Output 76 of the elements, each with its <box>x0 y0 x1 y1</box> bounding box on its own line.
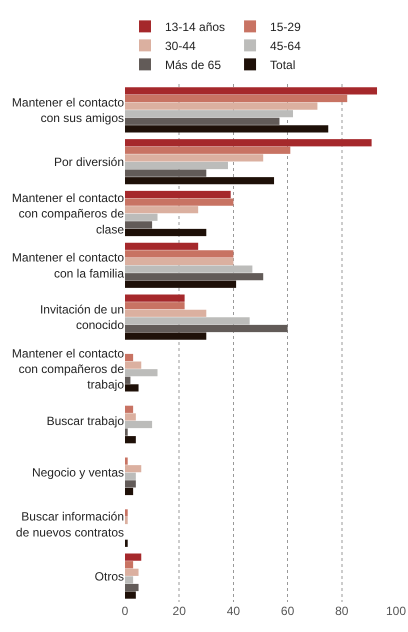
y-tick-label: Mantener el contacto con compañeros de clase <box>12 191 124 236</box>
bar <box>125 361 142 369</box>
bar <box>125 87 378 95</box>
bar <box>125 436 136 444</box>
bar <box>125 94 348 102</box>
bar <box>125 146 290 154</box>
legend-label: Más de 65 <box>165 58 222 72</box>
bar <box>125 302 185 310</box>
bar <box>125 280 236 288</box>
bar <box>125 258 234 266</box>
bar <box>125 369 158 376</box>
legend-label: 13-14 años <box>165 20 226 34</box>
y-tick-label: Invitación de un conocido <box>40 302 124 332</box>
x-tick-label: 0 <box>122 604 129 618</box>
bar <box>125 406 134 413</box>
bar <box>125 102 318 110</box>
bar <box>125 472 136 480</box>
bar <box>125 561 134 568</box>
bar <box>125 540 128 547</box>
y-tick-label: Mantener el contacto con sus amigos <box>12 95 124 125</box>
bar <box>125 509 128 517</box>
y-tick-label: Por diversión <box>54 154 124 169</box>
bar <box>125 139 372 146</box>
bar <box>125 354 134 362</box>
x-tick-label: 20 <box>172 604 186 618</box>
bar <box>125 310 206 317</box>
bar <box>125 118 280 125</box>
bar <box>125 242 198 250</box>
legend-label: 45-64 <box>270 39 302 53</box>
bar <box>125 294 185 302</box>
y-tick-label: Otros <box>94 569 124 584</box>
bar <box>125 162 228 170</box>
bar <box>125 480 136 488</box>
y-tick-label: Buscar información de nuevos contratos <box>16 510 124 540</box>
legend-label: 30-44 <box>165 39 196 53</box>
bar <box>125 428 128 436</box>
x-tick-label: 80 <box>335 604 349 618</box>
bar <box>125 576 134 584</box>
bar <box>125 265 252 273</box>
bar <box>125 384 139 392</box>
bar <box>125 488 134 496</box>
bar <box>125 458 128 465</box>
bar <box>125 273 264 280</box>
bar <box>125 591 136 599</box>
bar <box>125 554 142 561</box>
bar <box>125 177 274 184</box>
x-tick-label: 100 <box>386 604 406 618</box>
bar <box>125 198 234 206</box>
bar <box>125 125 328 132</box>
bar <box>125 332 206 340</box>
legend-label: 15-29 <box>270 20 302 34</box>
legend-label: Total <box>270 58 296 72</box>
y-tick-label: Negocio y ventas <box>32 466 124 480</box>
bar <box>125 169 206 177</box>
y-tick-label: Mantener el contacto con compañeros de trabajo <box>12 346 124 392</box>
bar <box>125 154 264 162</box>
bar <box>125 568 139 576</box>
bar <box>125 250 234 258</box>
bar <box>125 206 198 214</box>
bar <box>125 110 294 118</box>
bar <box>125 221 152 228</box>
bar <box>125 317 250 325</box>
bar <box>125 324 288 332</box>
bar <box>125 190 231 198</box>
bar <box>125 465 142 472</box>
x-tick-label: 40 <box>226 604 240 618</box>
bar <box>125 413 136 421</box>
bar <box>125 228 206 236</box>
bar <box>125 420 152 428</box>
bar <box>125 584 139 592</box>
bar <box>125 214 158 221</box>
bar <box>125 516 128 524</box>
y-tick-label: Mantener el contacto con la familia <box>12 250 124 280</box>
x-tick-label: 60 <box>280 604 295 618</box>
bar <box>125 376 130 384</box>
y-tick-label: Buscar trabajo <box>46 414 124 428</box>
